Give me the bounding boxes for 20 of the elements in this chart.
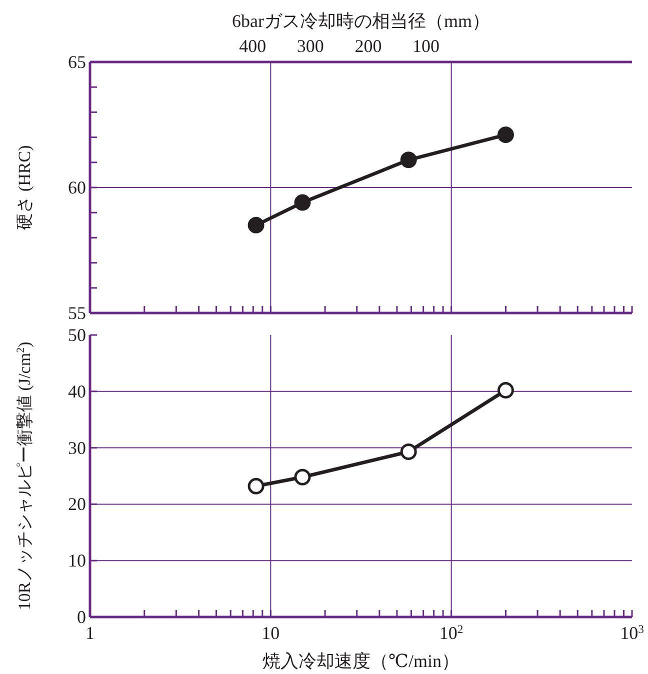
x-tick-label: 10$^{3}$	[620, 622, 644, 643]
y-tick-label: 0	[77, 607, 86, 627]
text: 300	[296, 36, 324, 56]
y-tick-label: 20	[68, 494, 86, 514]
y-tick-label: 60	[68, 178, 86, 198]
y-tick-label: 40	[68, 381, 86, 402]
y-tick-label: 65	[68, 52, 86, 72]
y-tick-label: 50	[68, 325, 86, 345]
text: 400	[239, 36, 266, 56]
x-axis-title: 焼入冷却速度（℃/min）	[262, 651, 460, 671]
y-tick-label: 10	[68, 550, 86, 571]
text: 200	[354, 36, 382, 56]
x-tick-label: 10$^{2}$	[439, 622, 464, 643]
y-tick-label: 30	[68, 438, 86, 458]
x-tick-label: 1	[86, 623, 94, 643]
y-tick-label: 55	[68, 303, 86, 323]
text: 100	[412, 36, 440, 56]
x-tick-label: 10	[262, 623, 280, 643]
x2-axis-title: 6barガス冷却時の相当径（mm）	[232, 11, 490, 31]
y-axis-title: 硬さ (HRC)	[15, 145, 34, 230]
